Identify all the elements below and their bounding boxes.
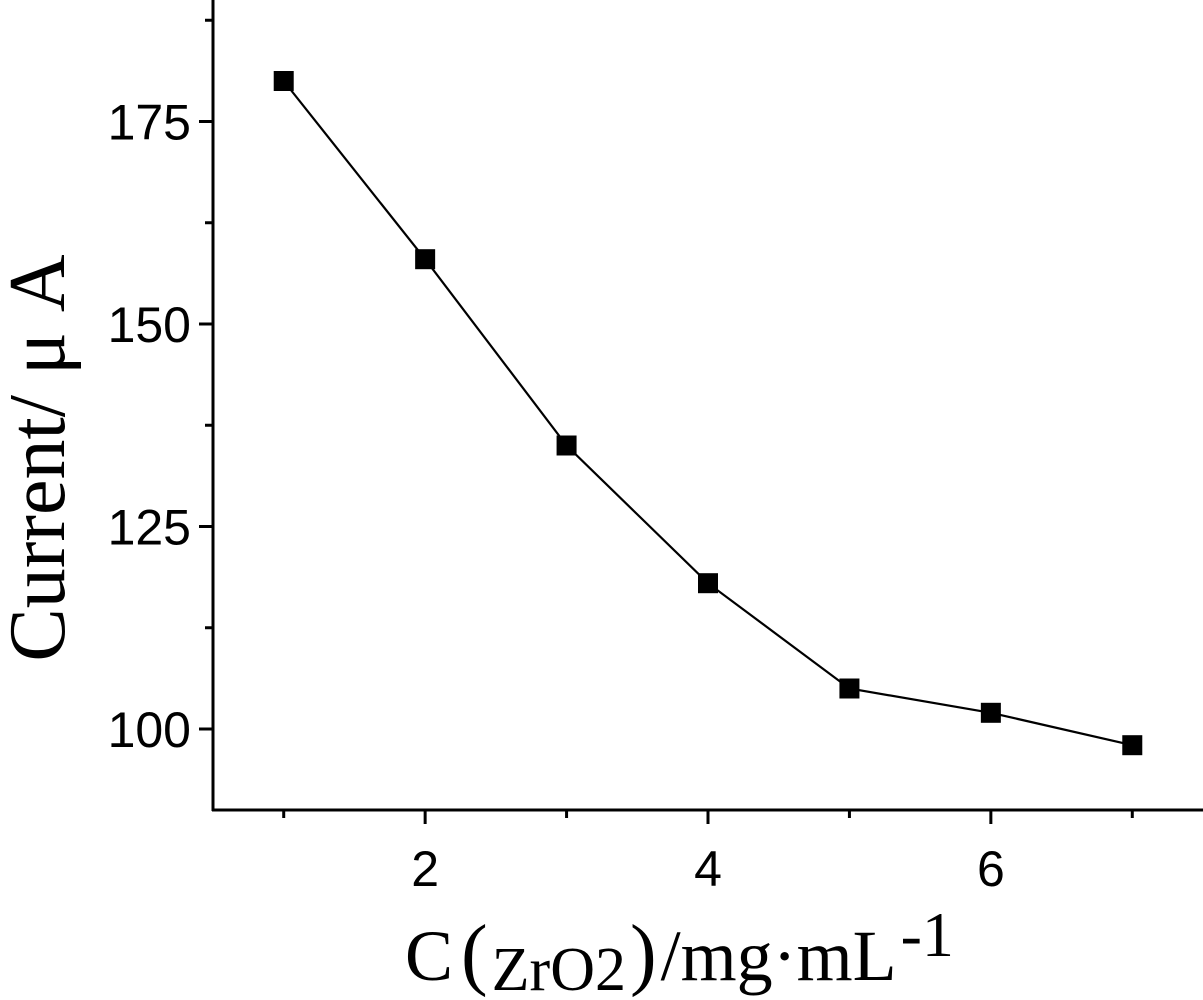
- y-tick-label: 175: [108, 95, 191, 151]
- series: [273, 71, 1143, 756]
- x-axis-title-superscript: -1: [901, 899, 954, 970]
- y-tick-label: 125: [108, 500, 191, 556]
- x-axis-title-main: C: [405, 916, 453, 996]
- data-point: [980, 702, 1001, 723]
- data-point: [839, 678, 860, 699]
- data-point: [1122, 735, 1143, 756]
- axes: [211, 0, 1203, 812]
- x-axis-title: C ( ZrO2 ) /mg·mL -1: [405, 899, 954, 1000]
- x-axis-title-subscript: ZrO2: [492, 936, 626, 1000]
- x-tick-label: 4: [694, 841, 722, 897]
- y-axis-title: Current/ μ A: [0, 254, 82, 661]
- ticks: [199, 18, 1134, 824]
- y-tick-label: 150: [108, 297, 191, 353]
- data-point: [415, 249, 436, 270]
- x-axis-title-paren-close: ): [630, 910, 657, 998]
- x-axis-title-unit: /mg·mL: [661, 916, 897, 996]
- data-point: [698, 573, 718, 594]
- data-point: [556, 435, 577, 456]
- x-tick-label: 6: [977, 841, 1005, 897]
- y-tick-label: 100: [108, 702, 191, 758]
- x-tick-label: 2: [411, 841, 439, 897]
- series-line: [282, 80, 1133, 747]
- data-point: [273, 71, 294, 91]
- x-axis-title-paren-open: (: [461, 910, 488, 998]
- tick-labels: 100 125 150 175 2 4 6: [108, 95, 1005, 898]
